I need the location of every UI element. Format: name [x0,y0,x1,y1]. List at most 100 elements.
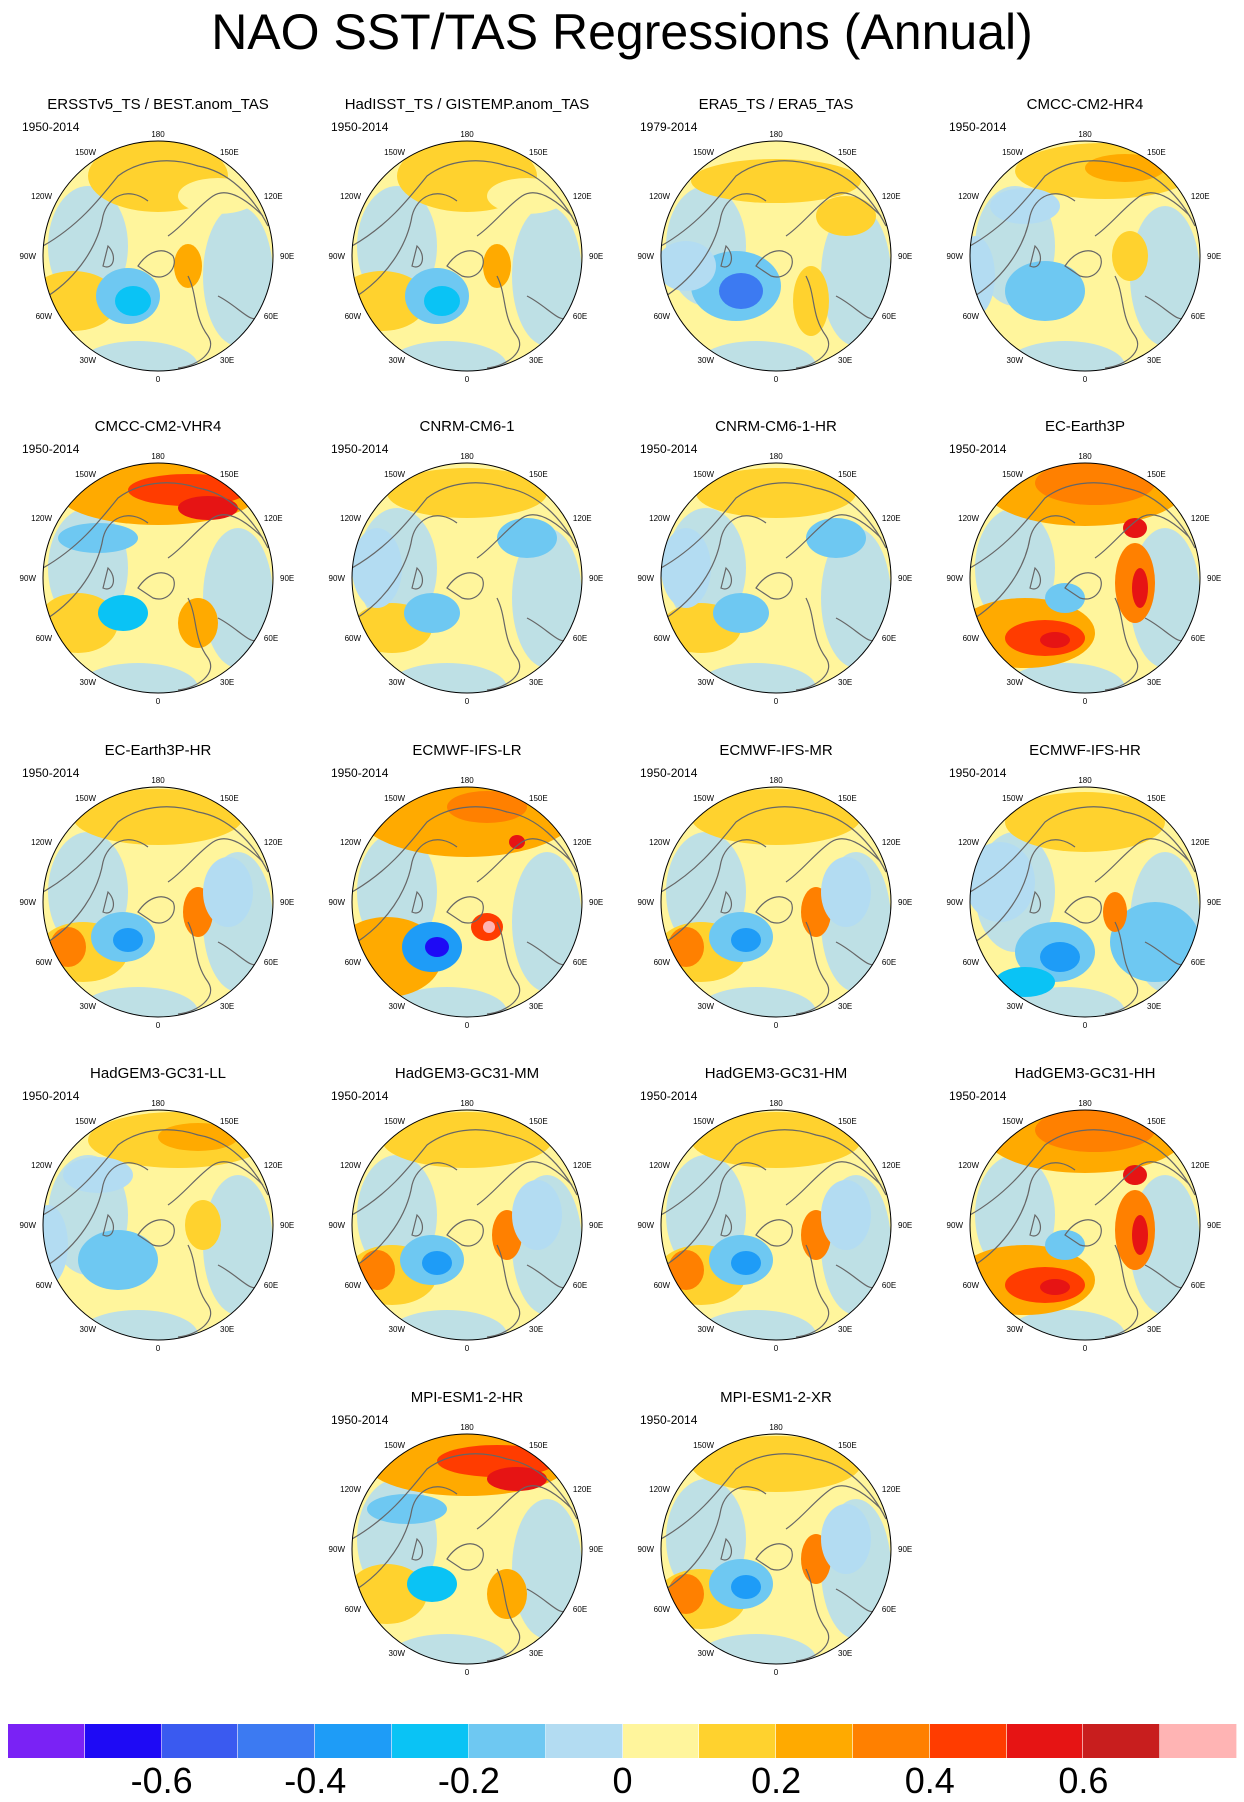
longitude-label: 30W [80,1002,97,1011]
coastline [665,1486,767,1590]
map-boundary [660,1109,892,1341]
coastline [137,572,175,600]
longitude-label: 150E [838,1117,857,1126]
longitude-label: 120W [31,514,52,523]
longitude-label: 60E [882,1605,896,1614]
anomaly-region [713,593,769,633]
longitude-label: 60E [882,312,896,321]
anomaly-region [78,987,198,1017]
map-panel: ECMWF-IFS-MR 1950-2014 180 0 150W 150E 120W 120… [626,742,926,1062]
coastline [755,1219,793,1247]
longitude-label: 120W [649,514,670,523]
polar-map: 180 0 150W 150E 120W 120E 90W 90E 60W 60E 30W 30E [947,776,1222,1030]
longitude-label: 120E [882,192,901,201]
map-boundary [42,1109,274,1341]
longitude-label: 30E [838,1325,852,1334]
anomaly-region [115,286,151,316]
longitude-label: 120E [882,1161,901,1170]
longitude-label: 60W [963,1281,980,1290]
anomaly-region [422,1251,452,1275]
anomaly-region [113,928,143,952]
polar-map: 180 0 150W 150E 120W 120E 90W 90E 60W 60E 30W 30E [329,1099,604,1353]
longitude-label: 150E [838,148,857,157]
map-boundary [660,1433,892,1665]
map-boundary [42,462,274,694]
longitude-label: 30E [529,678,543,687]
coastline [411,1213,424,1237]
longitude-label: 30W [1007,1325,1024,1334]
longitude-label: 120W [958,1161,979,1170]
panel-title: CMCC-CM2-VHR4 [94,418,222,435]
longitude-label: 180 [460,1099,474,1108]
longitude-label: 180 [151,130,165,139]
coastline [1064,896,1102,924]
anomaly-region [668,927,704,967]
longitude-label: 150W [384,148,405,157]
colorbar-swatch [622,1724,700,1758]
anomaly-region [1005,341,1125,371]
longitude-label: 120E [264,1161,283,1170]
anomaly-region [487,1467,547,1491]
longitude-label: 120E [264,514,283,523]
coastline [486,1244,521,1338]
anomaly-region [387,663,507,693]
anomaly-region [178,178,258,214]
panel-title: HadGEM3-GC31-MM [394,1065,540,1082]
anomaly-region [691,159,861,203]
map-panel: ECMWF-IFS-LR 1950-2014 180 0 150W 150E 120W 120… [317,742,617,1062]
coastline [785,838,882,883]
longitude-label: 30E [220,1002,234,1011]
longitude-label: 150E [1147,1117,1166,1126]
anomaly-region [691,1112,861,1168]
anomaly-region [970,236,995,316]
longitude-label: 60W [963,312,980,321]
coastline [1029,244,1042,268]
panel-title: HadGEM3-GC31-LL [90,1065,226,1082]
panel-period: 1950-2014 [640,766,698,780]
map-boundary [969,140,1201,372]
longitude-label: 60W [36,312,53,321]
map-boundary [660,462,892,694]
anomaly-region [158,1123,238,1151]
map-boundary [969,462,1201,694]
polar-map: 180 0 150W 150E 120W 120E 90W 90E 60W 60E 30W 30E [329,452,604,706]
anomaly-region [424,286,460,316]
longitude-label: 0 [465,1344,470,1353]
coastline [1064,1219,1102,1247]
panel-period: 1950-2014 [949,1089,1007,1103]
coastline [1094,838,1191,883]
anomaly-region [1123,1165,1147,1185]
coastline [356,1162,458,1266]
coastline [476,514,573,559]
longitude-label: 30W [698,356,715,365]
longitude-label: 120E [882,1485,901,1494]
colorbar-tick-label: 0.4 [904,1760,955,1801]
coastline [970,806,1196,893]
map-boundary [969,1109,1201,1341]
panel-period: 1950-2014 [640,442,698,456]
longitude-label: 0 [1083,697,1088,706]
map-panel: EC-Earth3P-HR 1950-2014 180 0 150W 150E 120W 12… [8,742,308,1062]
longitude-label: 90W [20,1221,37,1230]
anomaly-region [696,987,816,1017]
longitude-label: 0 [156,1344,161,1353]
map-boundary [42,786,274,1018]
longitude-label: 30W [698,1649,715,1658]
longitude-label: 60W [36,1281,53,1290]
anomaly-region [78,1310,198,1340]
longitude-label: 60E [882,634,896,643]
longitude-label: 60E [882,1281,896,1290]
panel-period: 1979-2014 [640,120,698,134]
longitude-label: 90E [589,1221,603,1230]
coastline [356,839,458,943]
panel-title: EC-Earth3P-HR [104,742,212,759]
longitude-label: 90W [20,252,37,261]
longitude-label: 60W [36,634,53,643]
anomaly-region [696,468,856,518]
map-boundary [351,462,583,694]
colorbar-swatch [8,1724,85,1758]
longitude-label: 90E [898,1545,912,1554]
coastline [476,192,573,237]
longitude-label: 30E [838,678,852,687]
anomaly-region [407,1566,457,1602]
